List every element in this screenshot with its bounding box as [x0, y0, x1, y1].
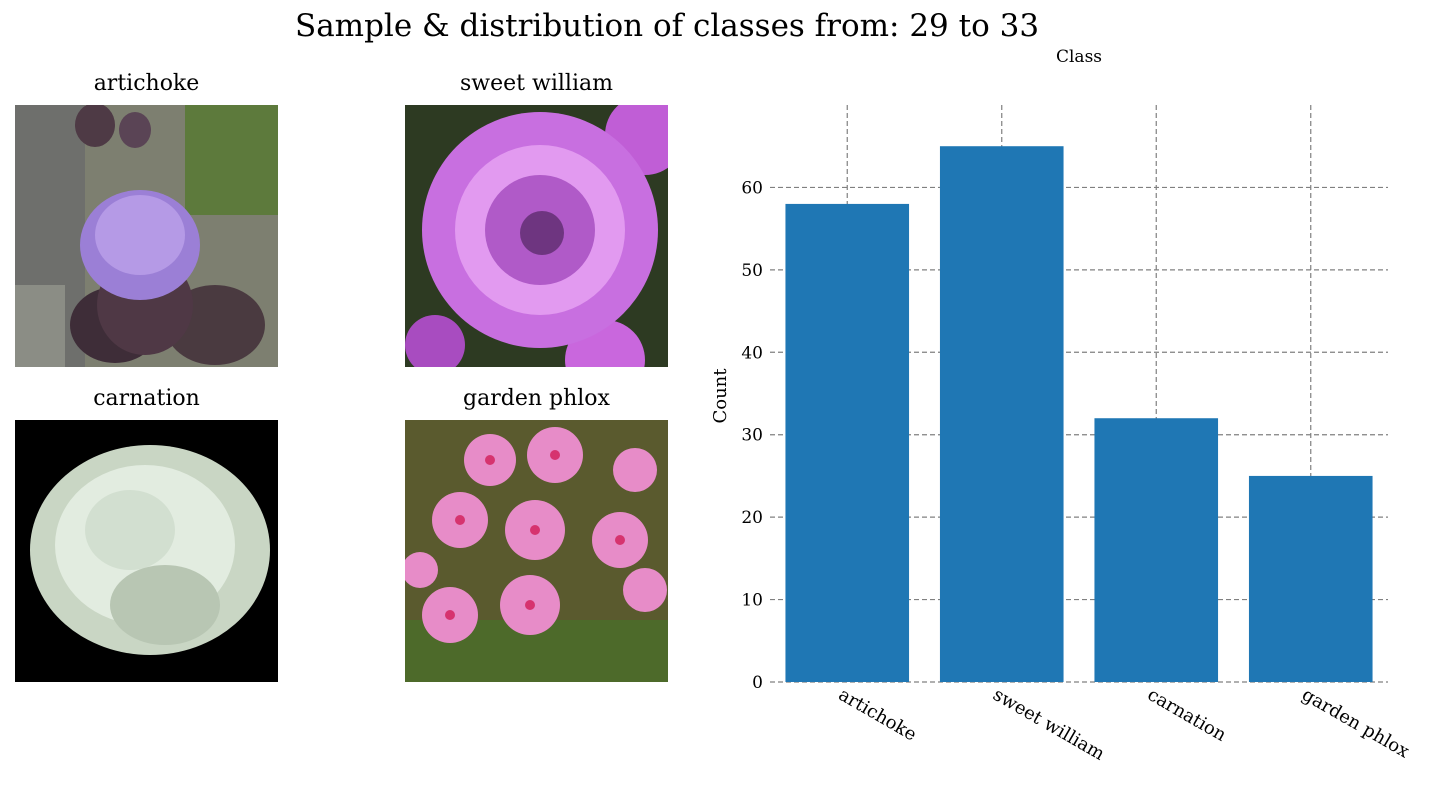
x-tick-label: artichoke: [835, 684, 920, 745]
y-tick-label: 40: [741, 343, 763, 363]
class-distribution-chart: Class Count 0 10 20 30 40 50 60 artichoke sweet…: [710, 47, 1413, 765]
sample-image-sweet-william: [405, 105, 668, 367]
sample-image-artichoke: [15, 105, 278, 367]
x-tick-label: sweet william: [989, 684, 1108, 765]
y-tick-label: 30: [741, 426, 763, 446]
sample-image-garden-phlox: [405, 420, 668, 682]
bar-artichoke: [785, 203, 910, 682]
sample-image-carnation: [15, 420, 278, 682]
sample-title-sweet-william: sweet william: [460, 71, 613, 96]
bar-sweet-william: [939, 146, 1064, 682]
chart-title: Class: [1056, 47, 1102, 67]
sample-title-artichoke: artichoke: [93, 71, 200, 96]
y-tick-label: 50: [741, 261, 763, 281]
y-tick-label: 20: [741, 508, 763, 528]
bar-carnation: [1094, 418, 1219, 682]
y-tick-label: 0: [752, 673, 763, 693]
y-tick-label: 10: [741, 591, 763, 611]
x-tick-label: carnation: [1144, 684, 1230, 746]
sample-title-garden-phlox: garden phlox: [463, 386, 610, 411]
y-tick-label: 60: [741, 178, 763, 198]
x-tick-label: garden phlox: [1298, 684, 1413, 762]
bar-garden-phlox: [1248, 475, 1373, 682]
figure-title: Sample & distribution of classes from: 2…: [294, 8, 1040, 44]
sample-title-carnation: carnation: [93, 386, 200, 411]
y-axis-label: Count: [710, 368, 731, 424]
